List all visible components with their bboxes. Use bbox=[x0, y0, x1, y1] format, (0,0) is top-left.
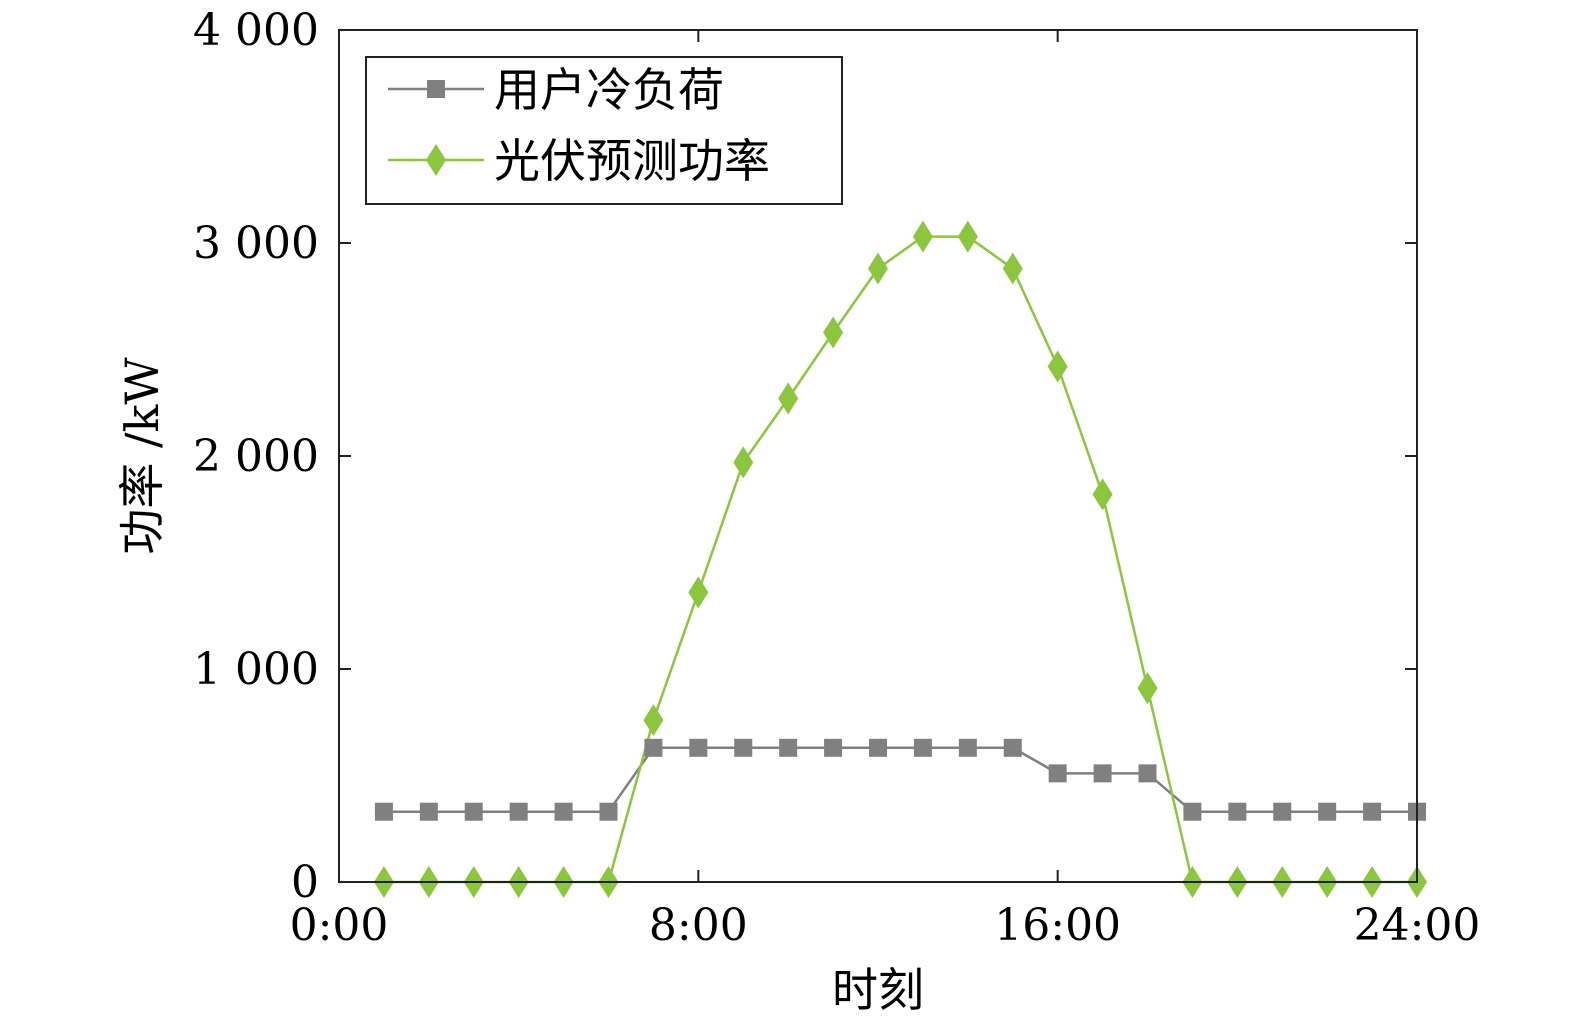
data-point-cooling-load bbox=[869, 738, 887, 757]
data-point-cooling-load bbox=[599, 802, 618, 821]
x-axis-label: 时刻 bbox=[832, 963, 924, 1017]
y-tick-label: 1 000 bbox=[193, 644, 319, 695]
data-point-cooling-load bbox=[1003, 738, 1022, 757]
data-point-cooling-load bbox=[1093, 764, 1112, 783]
data-point-cooling-load bbox=[1363, 802, 1382, 821]
y-tick-label: 0 bbox=[291, 857, 319, 908]
data-point-pv-forecast bbox=[688, 576, 709, 609]
legend: 用户冷负荷 光伏预测功率 bbox=[365, 56, 843, 205]
data-point-pv-forecast bbox=[912, 220, 933, 253]
data-point-cooling-load bbox=[958, 738, 977, 757]
legend-box bbox=[365, 56, 843, 205]
y-tick-label: 3 000 bbox=[193, 218, 319, 269]
data-point-cooling-load bbox=[1273, 802, 1292, 821]
legend-marker-diamond bbox=[426, 144, 446, 176]
data-point-cooling-load bbox=[1138, 764, 1157, 783]
data-point-pv-forecast bbox=[1002, 252, 1023, 285]
data-point-pv-forecast bbox=[868, 252, 888, 285]
data-point-pv-forecast bbox=[733, 446, 754, 479]
data-point-cooling-load bbox=[1228, 802, 1247, 821]
legend-label-pv-forecast: 光伏预测功率 bbox=[494, 134, 770, 188]
data-point-pv-forecast bbox=[643, 704, 664, 737]
y-tick-label: 4 000 bbox=[193, 5, 319, 56]
data-point-cooling-load bbox=[509, 802, 528, 821]
data-point-cooling-load bbox=[419, 802, 438, 821]
data-point-cooling-load bbox=[824, 738, 843, 757]
data-point-cooling-load bbox=[1183, 802, 1202, 821]
data-point-cooling-load bbox=[734, 738, 753, 757]
y-tick-label: 2 000 bbox=[193, 431, 319, 482]
data-point-pv-forecast bbox=[823, 316, 844, 349]
data-point-cooling-load bbox=[913, 738, 932, 757]
x-tick-label: 16:00 bbox=[994, 900, 1121, 951]
data-point-pv-forecast bbox=[1047, 350, 1068, 383]
data-point-pv-forecast bbox=[1137, 672, 1158, 705]
axis-tick-labels: 0:00 8:00 16:00 24:00 0 1 000 2 000 3 000 4 000 bbox=[193, 5, 1480, 951]
data-point-cooling-load bbox=[1048, 764, 1067, 783]
data-point-cooling-load bbox=[464, 802, 483, 821]
data-point-cooling-load bbox=[779, 738, 798, 757]
x-tick-label: 8:00 bbox=[649, 900, 748, 951]
data-point-cooling-load bbox=[644, 738, 663, 757]
y-axis-label: 功率 /kW bbox=[115, 357, 169, 555]
legend-label-cooling-load: 用户冷负荷 bbox=[494, 63, 724, 117]
data-point-pv-forecast bbox=[1092, 478, 1113, 511]
data-point-cooling-load bbox=[554, 802, 573, 821]
axis-ticks bbox=[338, 29, 1418, 883]
x-tick-label: 0:00 bbox=[290, 900, 389, 951]
data-point-cooling-load bbox=[374, 802, 393, 821]
data-point-pv-forecast bbox=[778, 382, 799, 415]
data-point-cooling-load bbox=[1318, 802, 1337, 821]
legend-marker-square bbox=[427, 80, 445, 98]
data-point-cooling-load bbox=[689, 738, 708, 757]
data-point-pv-forecast bbox=[957, 220, 978, 253]
x-tick-label: 24:00 bbox=[1354, 900, 1481, 951]
